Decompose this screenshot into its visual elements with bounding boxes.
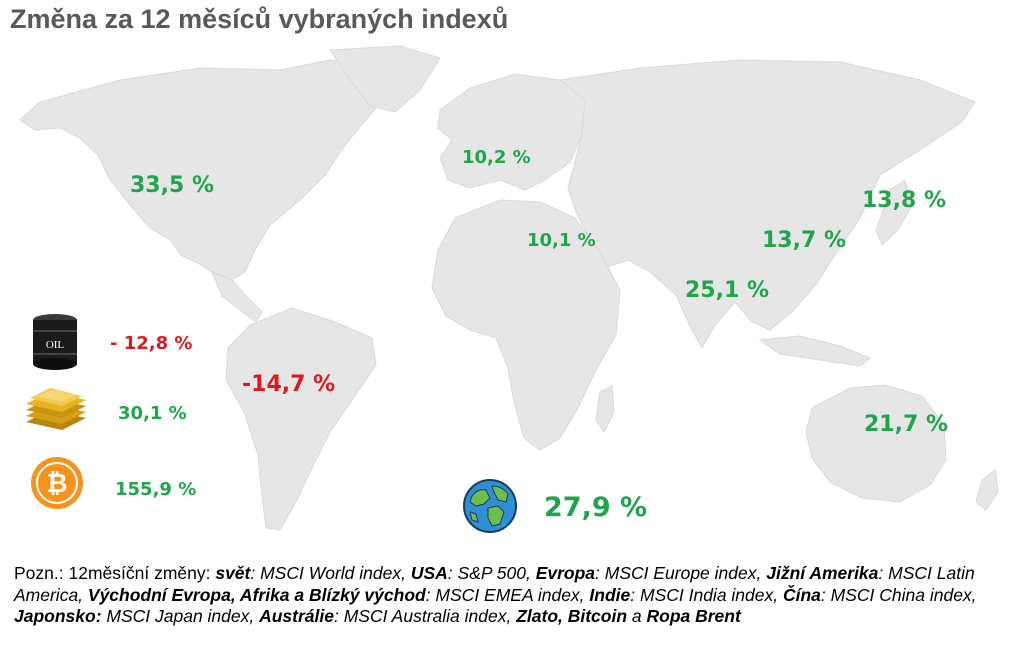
bitcoin-icon: ₿ (31, 457, 83, 509)
note-text: : MSCI India index, (630, 584, 783, 605)
note-term: Jižní Amerika (766, 563, 879, 583)
asia-shape (558, 59, 976, 350)
usa-change: 33,5 % (130, 173, 214, 198)
bitcoin-change: 155,9 % (115, 479, 197, 500)
china-change: 13,7 % (762, 228, 846, 253)
note-text: : MSCI Europe index, (595, 563, 767, 583)
note-text: : MSCI Australia index, (334, 606, 517, 626)
world-change: 27,9 % (544, 492, 648, 523)
note-term: Indie (589, 584, 631, 605)
indonesia-shape (758, 335, 871, 367)
japan-shape (875, 179, 913, 246)
svg-text:₿: ₿ (46, 469, 67, 499)
note-term: Zlato, Bitcoin (516, 606, 628, 626)
note-term: Austrálie (259, 606, 334, 626)
north-america-shape (19, 59, 396, 281)
oil-barrel-icon: OIL (33, 314, 77, 370)
note-term: Čína (782, 584, 821, 605)
note-term: USA (410, 563, 448, 583)
central-america-shape (211, 271, 263, 323)
note-text: a (627, 606, 647, 626)
europe-shape (437, 73, 586, 191)
note-term: Východní Evropa, Afrika a Blízký východ (87, 584, 426, 605)
gold-change: 30,1 % (118, 403, 187, 424)
new-zealand-shape (975, 469, 999, 511)
india-change: 25,1 % (685, 278, 769, 303)
note-term: Ropa Brent (646, 606, 741, 626)
greenland-shape (329, 45, 441, 113)
gold-bars-icon (26, 388, 86, 430)
note-text: : MSCI China index, (820, 584, 977, 605)
south-america-shape (225, 307, 377, 531)
madagascar-shape (595, 385, 615, 433)
globe-icon (463, 479, 517, 533)
note-text: : S&P 500, (447, 563, 536, 583)
note-text: : MSCI Latin America, (14, 563, 975, 605)
page-title: Změna za 12 měsíců vybraných indexů (10, 4, 509, 34)
emea-change: 10,1 % (527, 230, 596, 251)
note-term: svět (215, 563, 251, 583)
oil-label: OIL (46, 339, 65, 351)
note-text: Pozn.: 12měsíční změny: (14, 563, 216, 583)
note-text: MSCI Japan index, (101, 606, 260, 626)
oil-change: - 12,8 % (110, 333, 193, 354)
world-map (19, 45, 999, 531)
note-term: Japonsko: (14, 606, 102, 626)
africa-shape (431, 199, 621, 451)
latam-change: -14,7 % (242, 372, 336, 397)
australia-change: 21,7 % (864, 412, 948, 437)
footnote: Pozn.: 12měsíční změny: svět: MSCI World… (14, 563, 1014, 628)
europe-change: 10,2 % (462, 147, 531, 168)
note-text: : MSCI World index, (250, 563, 411, 583)
note-text: : MSCI EMEA index, (425, 584, 590, 605)
japan-change: 13,8 % (862, 188, 946, 213)
note-term: Evropa (535, 563, 596, 583)
australia-shape (805, 384, 947, 503)
